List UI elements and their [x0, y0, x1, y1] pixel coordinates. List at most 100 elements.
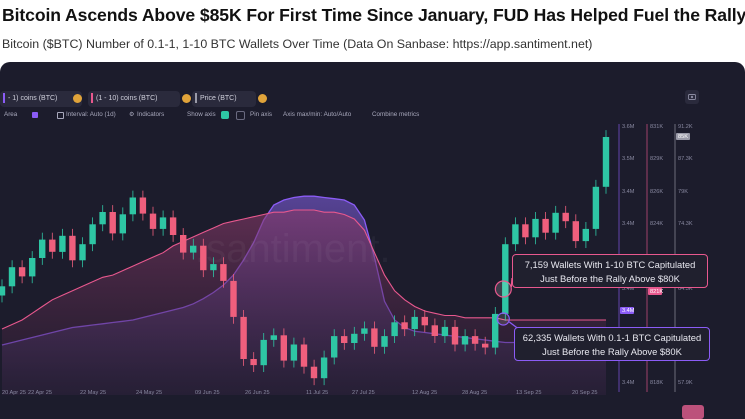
- series-color-swatch: [91, 93, 93, 104]
- price-candle: [552, 212, 559, 233]
- range-scrollbar[interactable]: [682, 405, 704, 419]
- axis-current-value-label: 821K: [650, 289, 663, 295]
- pin-axis-checkbox[interactable]: [236, 111, 245, 120]
- price-candle: [220, 264, 227, 281]
- interval-icon: [57, 112, 64, 119]
- metric-chip-price[interactable]: Price (BTC): [192, 91, 267, 107]
- price-candle: [482, 343, 489, 348]
- price-candle: [300, 344, 308, 367]
- axis-tick-label: 3.4M: [622, 380, 635, 386]
- axis-tick-label: 818K: [650, 380, 663, 386]
- price-candle: [260, 339, 267, 366]
- price-candle: [280, 335, 287, 361]
- price-candle: [129, 197, 136, 215]
- x-axis-tick-label: 20 Sep 25: [572, 390, 598, 396]
- axis-tick-label: 3.4M: [622, 221, 635, 227]
- x-axis-tick-label: 26 Jun 25: [245, 390, 270, 396]
- area-color-swatch[interactable]: [32, 112, 38, 118]
- santiment-watermark: .santiment.: [195, 227, 391, 271]
- camera-icon[interactable]: [685, 90, 699, 104]
- price-candle: [250, 359, 257, 366]
- price-candle: [290, 344, 298, 361]
- price-candle: [492, 313, 499, 348]
- metric-chip-small-wallets[interactable]: - 1) coins (BTC): [0, 91, 82, 107]
- price-candle: [572, 221, 579, 242]
- price-candle: [0, 286, 6, 296]
- price-candle: [39, 239, 46, 258]
- price-candle: [532, 218, 539, 238]
- price-candle: [592, 186, 600, 229]
- price-candle: [542, 218, 549, 233]
- annotation-line: 7,159 Wallets With 1-10 BTC Capitulated: [524, 259, 696, 270]
- price-candle: [522, 224, 529, 238]
- price-candle: [79, 244, 86, 261]
- price-candle: [471, 336, 479, 344]
- show-axis-checkbox[interactable]: [221, 111, 229, 119]
- axis-tick-label: 3.5M: [622, 156, 635, 162]
- settings-dot-icon[interactable]: [182, 94, 191, 103]
- axis-tick-label: 64.3K: [678, 286, 693, 292]
- price-candle: [18, 267, 26, 277]
- combine-metrics-option[interactable]: Combine metrics: [372, 111, 420, 118]
- price-candle: [149, 213, 157, 229]
- series-color-swatch: [195, 93, 197, 104]
- price-candle: [240, 316, 247, 359]
- price-candle: [159, 217, 167, 229]
- indicators-icon: ⚙: [129, 111, 135, 118]
- metric-chip-large-wallets[interactable]: (1 - 10) coins (BTC): [88, 91, 191, 107]
- price-candle: [230, 280, 237, 317]
- price-candle: [341, 336, 348, 343]
- price-candle: [270, 335, 277, 340]
- metric-chip-label: Price (BTC): [200, 95, 237, 102]
- price-candle: [99, 212, 106, 225]
- axis-tick-label: 829K: [650, 156, 663, 162]
- price-candle: [180, 235, 187, 253]
- show-axis-option[interactable]: Show axis: [187, 111, 216, 118]
- price-candle: [139, 197, 147, 214]
- axis-current-value-marker: [620, 307, 634, 314]
- price-candle: [200, 245, 207, 271]
- settings-dot-icon[interactable]: [258, 94, 267, 103]
- price-candle: [502, 244, 509, 314]
- page-subtitle: Bitcoin ($BTC) Number of 0.1-1, 1-10 BTC…: [2, 37, 593, 51]
- price-and-wallets-chart: .santiment. 3.6M 3.5M 3.4M 3.4M 3.4M 3.4M 3.4M…: [0, 124, 693, 396]
- page-title: Bitcoin Ascends Above $85K For First Tim…: [2, 5, 745, 25]
- price-candle: [431, 325, 438, 336]
- callout-circle-large-wallets: [494, 280, 512, 298]
- metric-chip-label: (1 - 10) coins (BTC): [96, 95, 158, 102]
- price-candle: [169, 217, 177, 235]
- axis-current-value-marker: [648, 288, 662, 295]
- indicators-option[interactable]: Indicators: [137, 111, 165, 118]
- price-candle: [320, 357, 328, 379]
- axis-tick-label: 826K: [650, 189, 663, 195]
- axis-max-min-option[interactable]: Axis max/min: Auto/Auto: [283, 111, 352, 118]
- price-candle: [69, 235, 76, 261]
- annotation-large-wallets: 7,159 Wallets With 1-10 BTC Capitulated …: [512, 254, 708, 288]
- price-candle: [331, 336, 338, 358]
- price-candle: [210, 264, 217, 271]
- area-option[interactable]: Area: [4, 111, 18, 118]
- x-axis-tick-label: 12 Aug 25: [412, 390, 437, 396]
- price-candle: [602, 137, 610, 187]
- x-axis-tick-label: 22 May 25: [80, 390, 106, 396]
- interval-option[interactable]: Interval: Auto (1d): [66, 111, 116, 118]
- price-candle: [59, 235, 66, 252]
- price-candle: [562, 212, 569, 222]
- annotation-line: Just Before the Rally Above $80K: [542, 345, 682, 357]
- x-axis-tick-label: 24 May 25: [136, 390, 162, 396]
- price-candle: [49, 239, 56, 252]
- price-candle: [421, 316, 428, 326]
- price-candle: [89, 224, 96, 245]
- axis-tick-label: 824K: [650, 221, 663, 227]
- price-candle: [401, 322, 408, 330]
- price-candle: [310, 366, 318, 379]
- price-candle: [582, 228, 589, 242]
- x-axis-tick-label: 11 Jul 25: [306, 390, 328, 396]
- axis-current-value-marker: [676, 133, 690, 140]
- axis-tick-label: 3.4M: [622, 189, 635, 195]
- price-candle: [371, 328, 378, 347]
- pin-axis-option[interactable]: Pin axis: [250, 111, 273, 118]
- axis-tick-label: 831K: [650, 124, 663, 130]
- settings-dot-icon[interactable]: [73, 94, 82, 103]
